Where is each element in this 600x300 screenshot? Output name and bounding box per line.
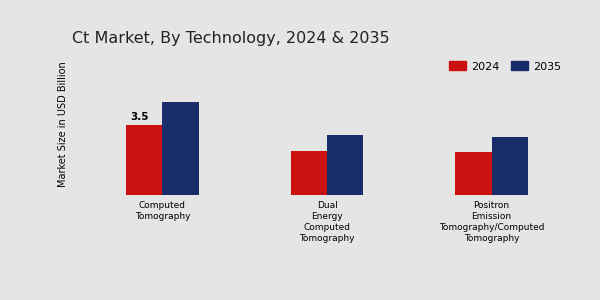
Text: 3.5: 3.5 xyxy=(130,112,149,122)
Bar xyxy=(491,136,528,195)
Text: Ct Market, By Technology, 2024 & 2035: Ct Market, By Technology, 2024 & 2035 xyxy=(72,31,389,46)
Bar xyxy=(455,152,491,195)
Bar xyxy=(291,151,327,195)
Bar xyxy=(163,102,199,195)
Bar xyxy=(126,124,163,195)
Legend: 2024, 2035: 2024, 2035 xyxy=(445,57,566,76)
Bar xyxy=(327,135,363,195)
Y-axis label: Market Size in USD Billion: Market Size in USD Billion xyxy=(58,61,68,188)
